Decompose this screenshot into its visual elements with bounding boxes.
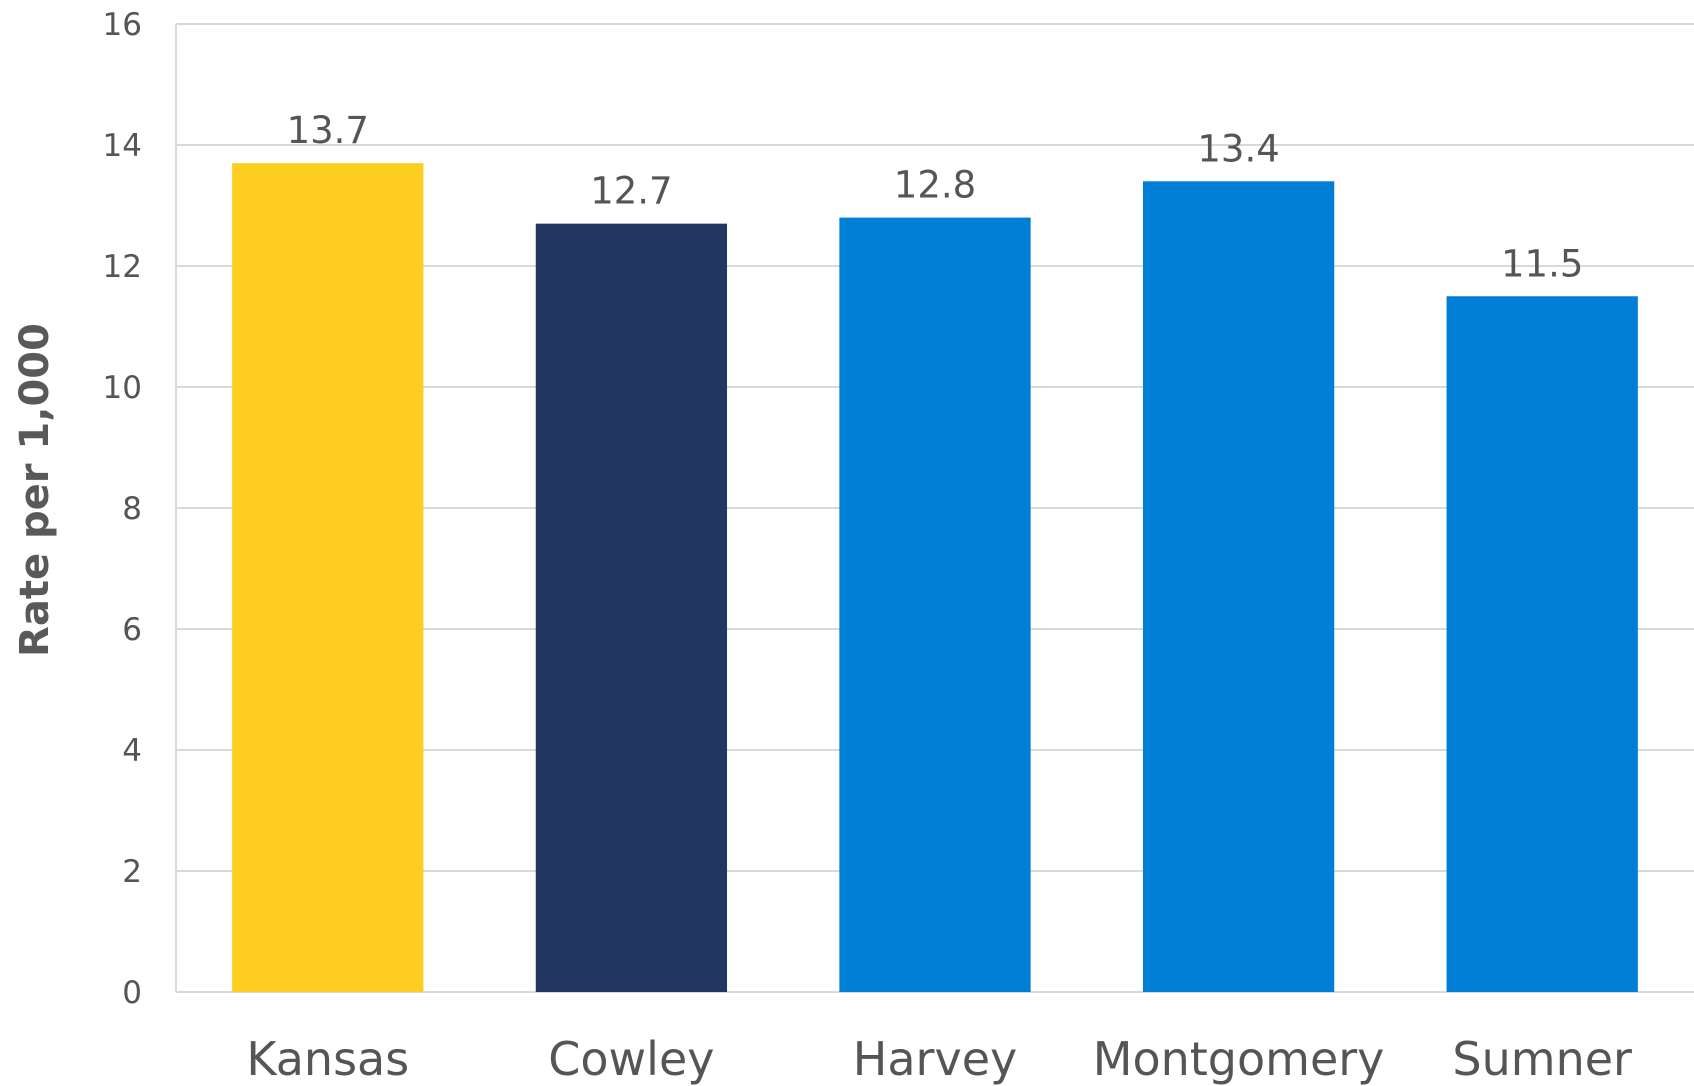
data-labels: 13.7 12.7 12.8 13.4 11.5 xyxy=(287,109,1584,285)
bar-sumner xyxy=(1446,296,1638,992)
data-label-montgomery: 13.4 xyxy=(1197,127,1279,170)
y-tick-label: 6 xyxy=(122,612,142,648)
x-category-label: Montgomery xyxy=(1093,1032,1385,1086)
data-label-sumner: 11.5 xyxy=(1501,242,1583,285)
x-category-label: Kansas xyxy=(246,1032,409,1086)
x-category-label: Harvey xyxy=(853,1032,1017,1086)
bar-montgomery xyxy=(1142,181,1335,993)
y-axis-ticks: 0 2 4 6 8 10 12 14 16 xyxy=(103,7,142,1011)
y-tick-label: 4 xyxy=(122,733,142,769)
x-axis-categories: Kansas Cowley Harvey Montgomery Sumner xyxy=(246,1032,1632,1086)
y-tick-label: 14 xyxy=(103,128,142,164)
y-tick-label: 0 xyxy=(122,975,142,1011)
data-label-cowley: 12.7 xyxy=(590,170,672,213)
data-label-kansas: 13.7 xyxy=(287,109,369,152)
y-tick-label: 2 xyxy=(122,854,142,890)
x-category-label: Sumner xyxy=(1452,1032,1632,1086)
x-category-label: Cowley xyxy=(548,1032,714,1086)
data-label-harvey: 12.8 xyxy=(894,164,976,207)
bar-kansas xyxy=(232,163,424,992)
y-tick-label: 16 xyxy=(103,7,142,43)
y-tick-label: 8 xyxy=(122,491,142,527)
y-tick-label: 10 xyxy=(103,370,142,406)
bar-cowley xyxy=(535,223,728,992)
bar-harvey xyxy=(839,217,1031,993)
y-axis-title: Rate per 1,000 xyxy=(12,323,58,657)
y-tick-label: 12 xyxy=(103,249,142,285)
bars xyxy=(232,163,1638,993)
